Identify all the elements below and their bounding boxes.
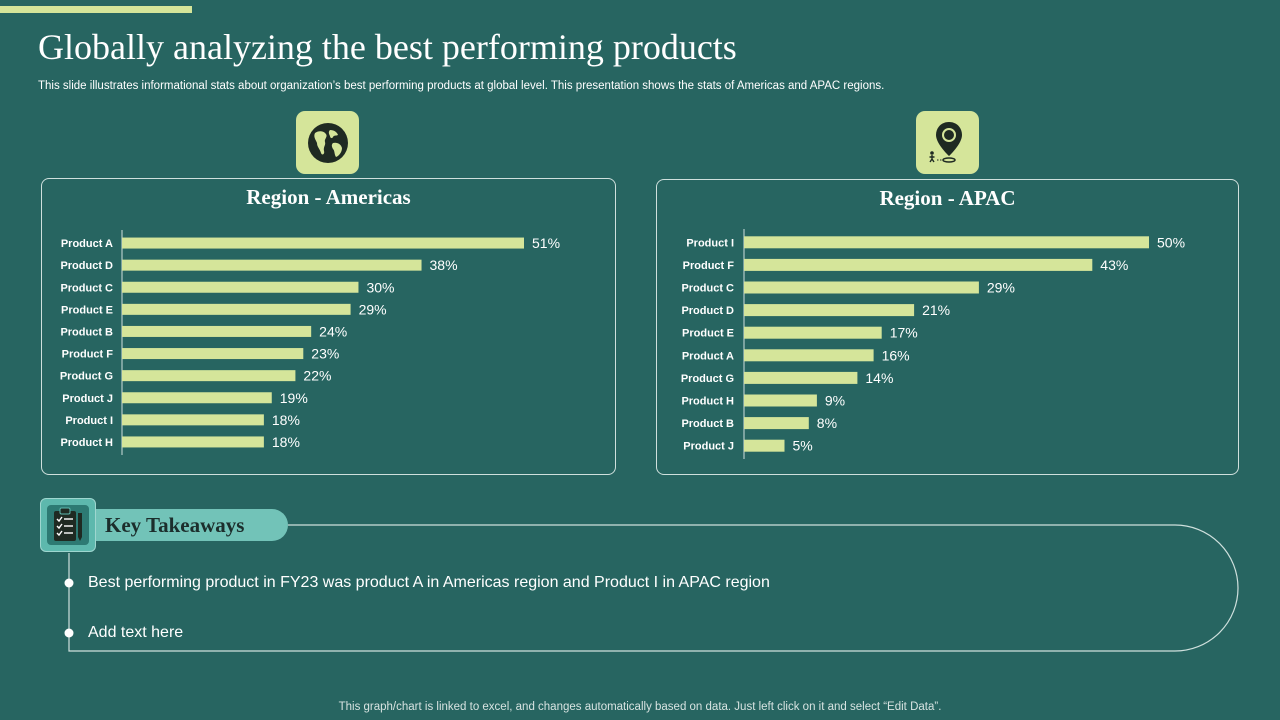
- clipboard-checklist-icon: [54, 507, 82, 541]
- americas-value-label: 18%: [272, 412, 300, 428]
- americas-bar-product-h[interactable]: [122, 436, 264, 448]
- americas-category-label: Product C: [60, 282, 113, 294]
- footer-note: This graph/chart is linked to excel, and…: [338, 701, 942, 713]
- apac-value-label: 5%: [793, 438, 813, 454]
- americas-bar-product-e[interactable]: [122, 303, 351, 315]
- americas-icon-tile: [296, 111, 359, 174]
- apac-value-label: 50%: [1157, 234, 1185, 250]
- americas-bar-product-g[interactable]: [122, 370, 296, 382]
- americas-value-label: 18%: [272, 434, 300, 450]
- apac-bar-product-d[interactable]: [744, 304, 915, 317]
- page-title: Globally analyzing the best performing p…: [38, 27, 737, 67]
- americas-chart-title: Region - Americas: [246, 185, 411, 209]
- apac-category-label: Product F: [683, 260, 735, 272]
- apac-value-label: 21%: [922, 302, 950, 318]
- apac-bar-product-h[interactable]: [744, 394, 817, 407]
- americas-value-label: 24%: [319, 323, 347, 339]
- apac-bar-product-i[interactable]: [744, 236, 1149, 249]
- takeaways-heading: Key Takeaways: [105, 513, 245, 537]
- apac-category-label: Product B: [681, 418, 734, 430]
- apac-bar-chart: Product I 50% Product F 43% Product C 29% Prod…: [681, 229, 1185, 459]
- apac-category-label: Product E: [682, 328, 734, 340]
- apac-value-label: 14%: [865, 370, 893, 386]
- americas-category-label: Product I: [65, 415, 113, 427]
- americas-category-label: Product B: [60, 326, 113, 338]
- apac-category-label: Product H: [681, 396, 734, 408]
- apac-category-label: Product J: [683, 441, 734, 453]
- americas-bar-product-b[interactable]: [122, 325, 312, 337]
- apac-category-label: Product G: [681, 373, 734, 385]
- americas-bar-product-i[interactable]: [122, 414, 264, 426]
- americas-value-label: 19%: [280, 390, 308, 406]
- apac-value-label: 29%: [987, 280, 1015, 296]
- americas-bar-chart: Product A 51% Product D 38% Product C 30% Prod…: [60, 230, 560, 455]
- apac-category-label: Product C: [681, 283, 734, 295]
- takeaway-item-2[interactable]: Add text here: [88, 624, 184, 641]
- americas-bar-product-a[interactable]: [122, 237, 524, 249]
- takeaways-icon-tile: [40, 498, 96, 552]
- americas-category-label: Product E: [61, 304, 113, 316]
- americas-category-label: Product A: [61, 238, 113, 250]
- americas-category-label: Product H: [60, 437, 113, 449]
- americas-value-label: 38%: [430, 257, 458, 273]
- apac-chart-title: Region - APAC: [879, 186, 1016, 210]
- apac-panel: Region - APAC Product I 50% Product F 43% Pr…: [656, 179, 1239, 475]
- page-subtitle: This slide illustrates informational sta…: [38, 80, 885, 92]
- apac-bar-product-a[interactable]: [744, 349, 874, 362]
- takeaways-heading-pill: Key Takeaways: [96, 509, 288, 541]
- americas-bar-product-c[interactable]: [122, 281, 359, 293]
- apac-category-label: Product D: [681, 305, 734, 317]
- apac-category-label: Product A: [682, 350, 734, 362]
- americas-bar-product-j[interactable]: [122, 392, 272, 404]
- apac-value-label: 17%: [890, 325, 918, 341]
- takeaway-item-1: Best performing product in FY23 was prod…: [88, 574, 770, 591]
- apac-bar-product-b[interactable]: [744, 417, 809, 430]
- americas-bar-product-d[interactable]: [122, 259, 422, 271]
- americas-value-label: 23%: [311, 346, 339, 362]
- americas-category-label: Product J: [62, 393, 113, 405]
- americas-category-label: Product G: [60, 371, 113, 383]
- americas-value-label: 29%: [359, 301, 387, 317]
- apac-bar-product-j[interactable]: [744, 439, 785, 452]
- apac-value-label: 8%: [817, 415, 837, 431]
- apac-value-label: 9%: [825, 393, 845, 409]
- americas-value-label: 51%: [532, 235, 560, 251]
- apac-icon-tile: [916, 111, 979, 174]
- apac-category-label: Product I: [686, 237, 734, 249]
- americas-category-label: Product D: [60, 260, 113, 272]
- apac-value-label: 43%: [1100, 257, 1128, 273]
- apac-value-label: 16%: [882, 347, 910, 363]
- globe-icon: [307, 122, 348, 163]
- americas-bar-product-f[interactable]: [122, 348, 304, 360]
- apac-bar-product-e[interactable]: [744, 326, 882, 339]
- americas-value-label: 30%: [366, 279, 394, 295]
- americas-panel: Region - Americas Product A 51% Product D 3…: [41, 178, 616, 475]
- accent-bar: [0, 6, 192, 13]
- location-pin-icon: [928, 121, 962, 163]
- apac-bar-product-c[interactable]: [744, 281, 979, 294]
- apac-bar-product-g[interactable]: [744, 371, 858, 384]
- americas-category-label: Product F: [62, 349, 114, 361]
- americas-value-label: 22%: [303, 368, 331, 384]
- apac-bar-product-f[interactable]: [744, 258, 1093, 271]
